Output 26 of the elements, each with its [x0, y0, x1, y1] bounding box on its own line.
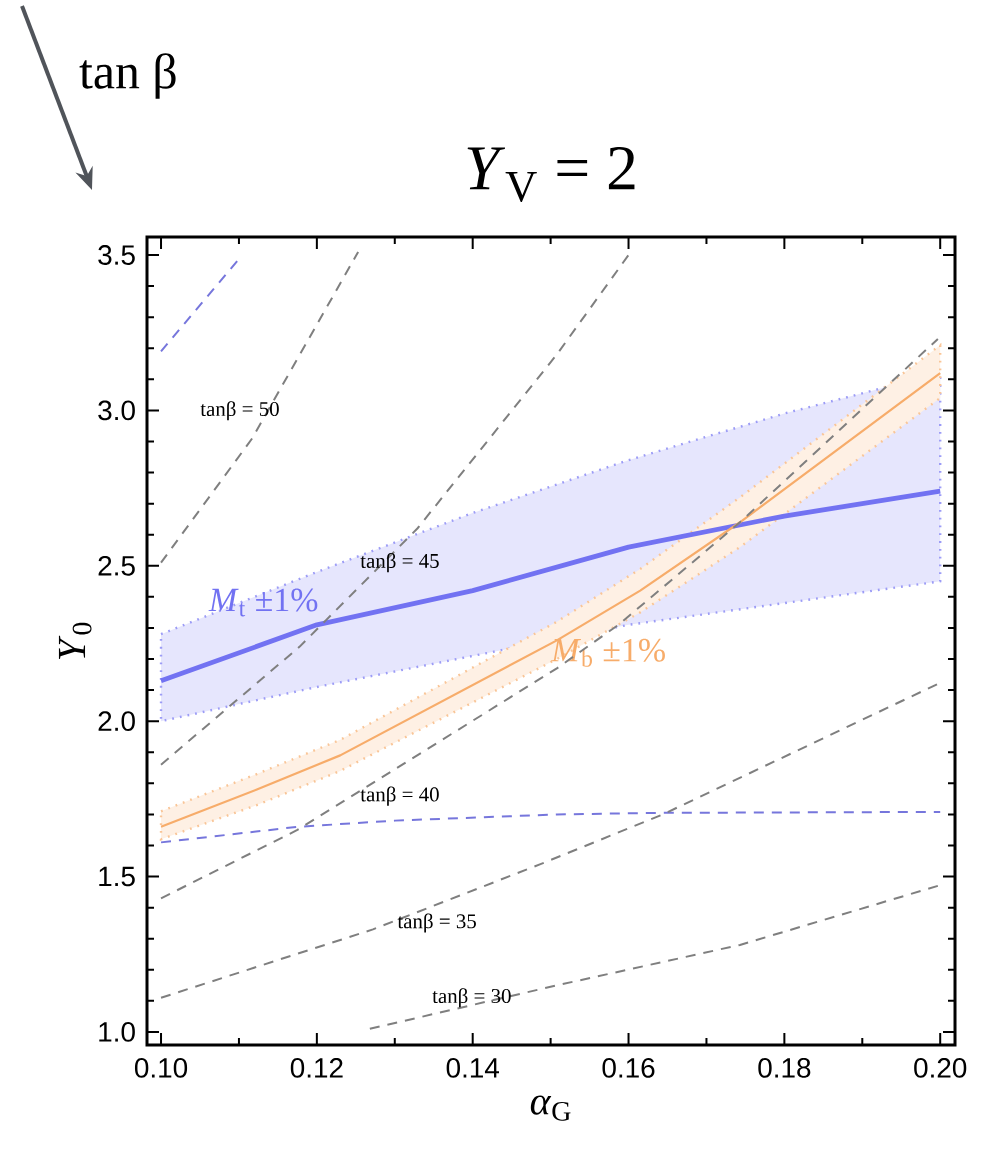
annotation: tanβ = 50: [200, 401, 279, 421]
x-tick-label: 0.20: [914, 1058, 967, 1078]
annotation: tanβ = 40: [360, 786, 439, 806]
x-tick-label: 0.10: [134, 1058, 188, 1078]
chart-title: Y$_{V}$ = 2: [467, 146, 635, 203]
x-tick-label: 0.18: [758, 1058, 811, 1078]
line-series: [158, 488, 943, 684]
y-tick-label: 1.5: [99, 866, 135, 887]
series-label: M$_{t}$ ±1%: [208, 588, 318, 617]
y-tick-label: 2.5: [98, 555, 135, 576]
y-tick-label: 3.0: [98, 400, 135, 421]
x-axis-title: α$_{G}$: [530, 1095, 571, 1121]
series-label: M$_{b}$ ±1%: [550, 638, 665, 667]
annotation: tanβ = 30: [432, 988, 511, 1008]
annotation: tanβ = 45: [360, 553, 439, 573]
text: tan β: [79, 53, 176, 99]
y-tick-label: 3.5: [98, 245, 135, 265]
y-tick-label: 1.0: [99, 1022, 135, 1042]
y-tick-label: 2.0: [98, 711, 135, 732]
x-tick-label: 0.12: [290, 1058, 343, 1078]
x-tick-label: 0.16: [602, 1058, 655, 1078]
y-axis-title: Y$_{0}$: [58, 622, 92, 660]
x-tick-label: 0.14: [446, 1058, 500, 1078]
line-series: [160, 810, 942, 844]
annotation: tanβ = 35: [397, 913, 476, 933]
line-series: [368, 884, 939, 1030]
